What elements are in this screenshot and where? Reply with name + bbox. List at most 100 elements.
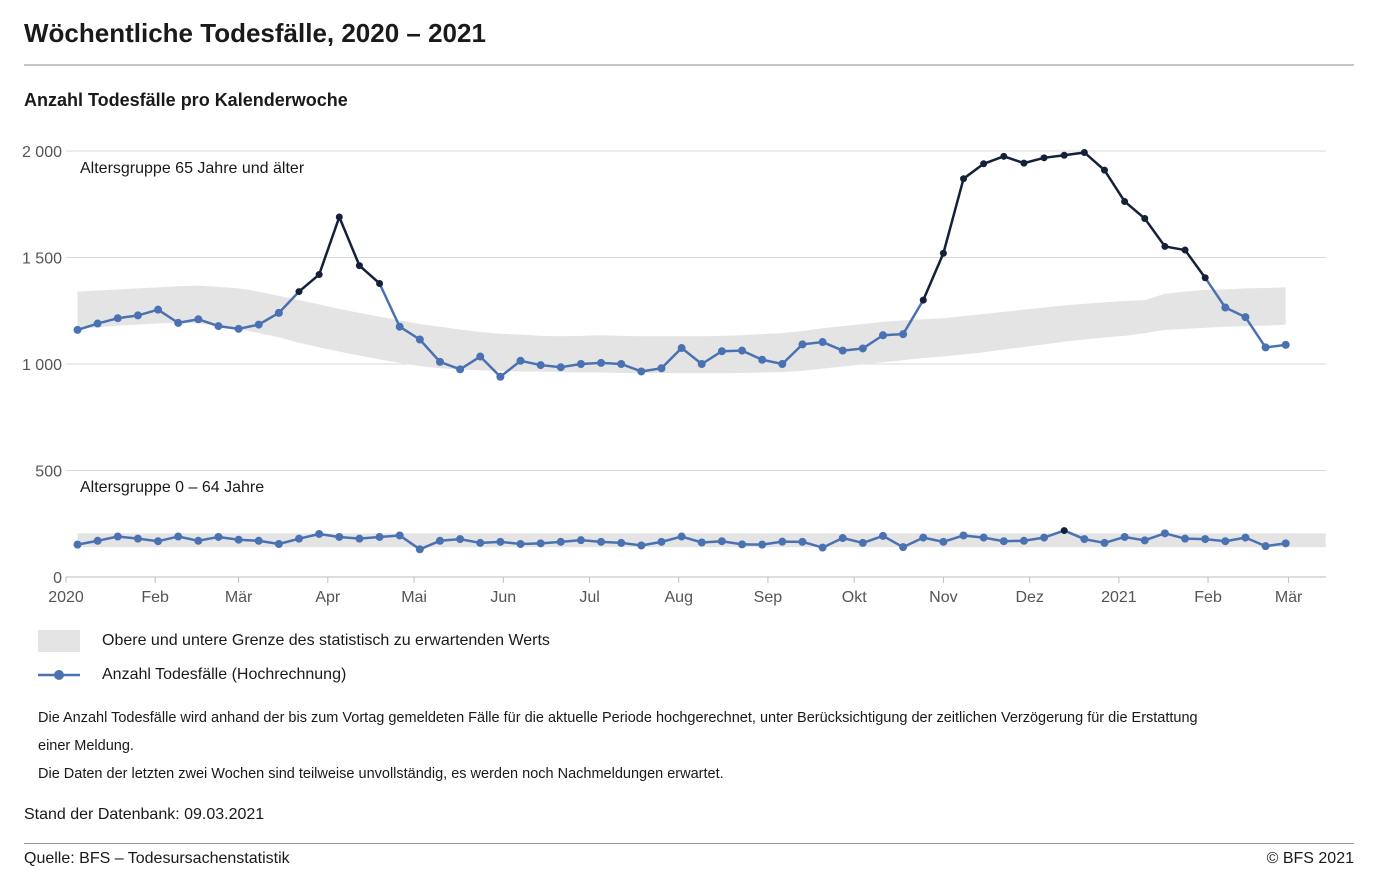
expected-range-band-65plus xyxy=(77,285,1286,374)
series-0-64-point xyxy=(113,532,122,541)
series-65plus-point xyxy=(758,355,767,364)
series-65plus-point xyxy=(113,314,122,323)
series-65plus-point xyxy=(1121,197,1129,205)
x-tick-label: Sep xyxy=(754,589,783,606)
series-0-64-point xyxy=(274,539,283,548)
series-65plus-segment xyxy=(317,215,341,276)
series-65plus-point xyxy=(939,249,947,257)
x-tick-label: Apr xyxy=(315,589,341,606)
note-line-2: einer Meldung. xyxy=(38,738,134,754)
series-65plus-segment xyxy=(499,359,522,379)
series-0-64-point xyxy=(597,537,606,546)
series-0-64-point xyxy=(617,538,626,547)
legend-line-label: Anzahl Todesfälle (Hochrechnung) xyxy=(102,666,347,683)
series-65plus-point xyxy=(395,322,404,331)
series-0-64-point xyxy=(375,532,384,541)
series-65plus-point xyxy=(133,311,142,320)
series-0-64-point xyxy=(717,537,726,546)
legend-band-swatch xyxy=(38,630,80,652)
series-65plus-point xyxy=(738,346,747,355)
series-65plus-point xyxy=(878,331,887,340)
legend-line-item: Anzahl Todesfälle (Hochrechnung) xyxy=(38,664,346,686)
series-65plus-segment xyxy=(418,338,442,364)
series-0-64-point xyxy=(496,537,505,546)
footer-divider xyxy=(24,843,1354,844)
series-0-64-point xyxy=(234,535,243,544)
x-tick-label: Mär xyxy=(225,589,253,606)
series-65plus-point xyxy=(435,357,444,366)
series-65plus-point xyxy=(1241,313,1250,322)
series-0-64-point xyxy=(1060,527,1068,535)
series-0-64-point xyxy=(214,532,223,541)
series-0-64-point xyxy=(838,534,847,543)
group-label-0-64: Altersgruppe 0 – 64 Jahre xyxy=(80,479,264,496)
series-65plus-segment xyxy=(277,290,301,315)
x-tick-label: 2021 xyxy=(1101,589,1137,606)
series-0-64-point xyxy=(959,531,968,540)
series-65plus-segment xyxy=(478,355,502,379)
series-0-64-point xyxy=(295,534,304,543)
series-0-64-point xyxy=(677,532,686,541)
x-tick-label: Aug xyxy=(665,589,693,606)
series-65plus-point xyxy=(295,288,303,296)
series-0-64-point xyxy=(878,531,887,540)
series-0-64-point xyxy=(93,536,102,545)
series-65plus-point xyxy=(838,346,847,355)
series-65plus-point xyxy=(73,325,82,334)
source-text: Quelle: BFS – Todesursachenstatistik xyxy=(24,850,290,867)
series-0-64-point xyxy=(858,538,867,547)
series-65plus-point xyxy=(818,338,827,347)
note-line-1: Die Anzahl Todesfälle wird anhand der bi… xyxy=(38,710,1198,726)
series-65plus-point xyxy=(1141,215,1149,223)
series-65plus-point xyxy=(1100,166,1108,174)
series-65plus-point xyxy=(154,305,163,314)
title-divider xyxy=(24,64,1354,66)
y-tick-label: 2 000 xyxy=(22,144,62,161)
series-65plus-point xyxy=(1281,340,1290,349)
series-65plus-point xyxy=(556,363,565,372)
copyright-text: © BFS 2021 xyxy=(1266,850,1354,867)
series-0-64-point xyxy=(73,540,82,549)
series-0-64-point xyxy=(576,536,585,545)
series-0-64-point xyxy=(1120,532,1129,541)
series-0-64-point xyxy=(758,540,767,549)
series-0-64-point xyxy=(1160,529,1169,538)
series-0-64-point xyxy=(1201,535,1210,544)
series-0-64-point xyxy=(1221,537,1230,546)
series-65plus-segment xyxy=(1203,276,1227,309)
series-65plus-point xyxy=(1201,274,1209,282)
series-65plus-point xyxy=(315,271,323,279)
y-tick-label: 1 000 xyxy=(22,357,62,374)
series-65plus-point xyxy=(1181,246,1189,254)
x-tick-label: Dez xyxy=(1015,589,1043,606)
series-65plus-point xyxy=(516,356,525,365)
series-65plus-segment xyxy=(1244,315,1267,349)
series-0-64-point xyxy=(1019,536,1028,545)
series-0-64-point xyxy=(1100,538,1109,547)
series-65plus-point xyxy=(234,324,243,333)
series-65plus-point xyxy=(1040,154,1048,162)
series-0-64-point xyxy=(355,534,364,543)
database-date: Stand der Datenbank: 09.03.2021 xyxy=(24,806,265,823)
series-65plus-point xyxy=(980,160,988,168)
x-tick-label: Nov xyxy=(929,589,957,606)
series-0-64-point xyxy=(939,537,948,546)
series-0-64-point xyxy=(516,539,525,548)
series-65plus-point xyxy=(274,308,283,317)
note-line-3: Die Daten der letzten zwei Wochen sind t… xyxy=(38,766,724,782)
series-65plus-point xyxy=(1261,343,1270,352)
series-0-64-point xyxy=(556,537,565,546)
series-65plus-segment xyxy=(781,343,804,366)
series-0-64-point xyxy=(1080,535,1089,544)
series-65plus-point xyxy=(858,344,867,353)
group-label-65plus: Altersgruppe 65 Jahre und älter xyxy=(80,160,305,177)
series-65plus-point xyxy=(657,364,666,373)
series-0-64-point xyxy=(1140,536,1149,545)
x-tick-label: Feb xyxy=(1194,589,1222,606)
legend-line-swatch xyxy=(38,670,80,680)
series-0-64-point xyxy=(174,532,183,541)
series-0-64-point xyxy=(415,545,424,554)
series-65plus-segment xyxy=(378,282,401,328)
series-65plus-point xyxy=(1060,151,1068,159)
series-65plus-segment xyxy=(1083,151,1106,172)
